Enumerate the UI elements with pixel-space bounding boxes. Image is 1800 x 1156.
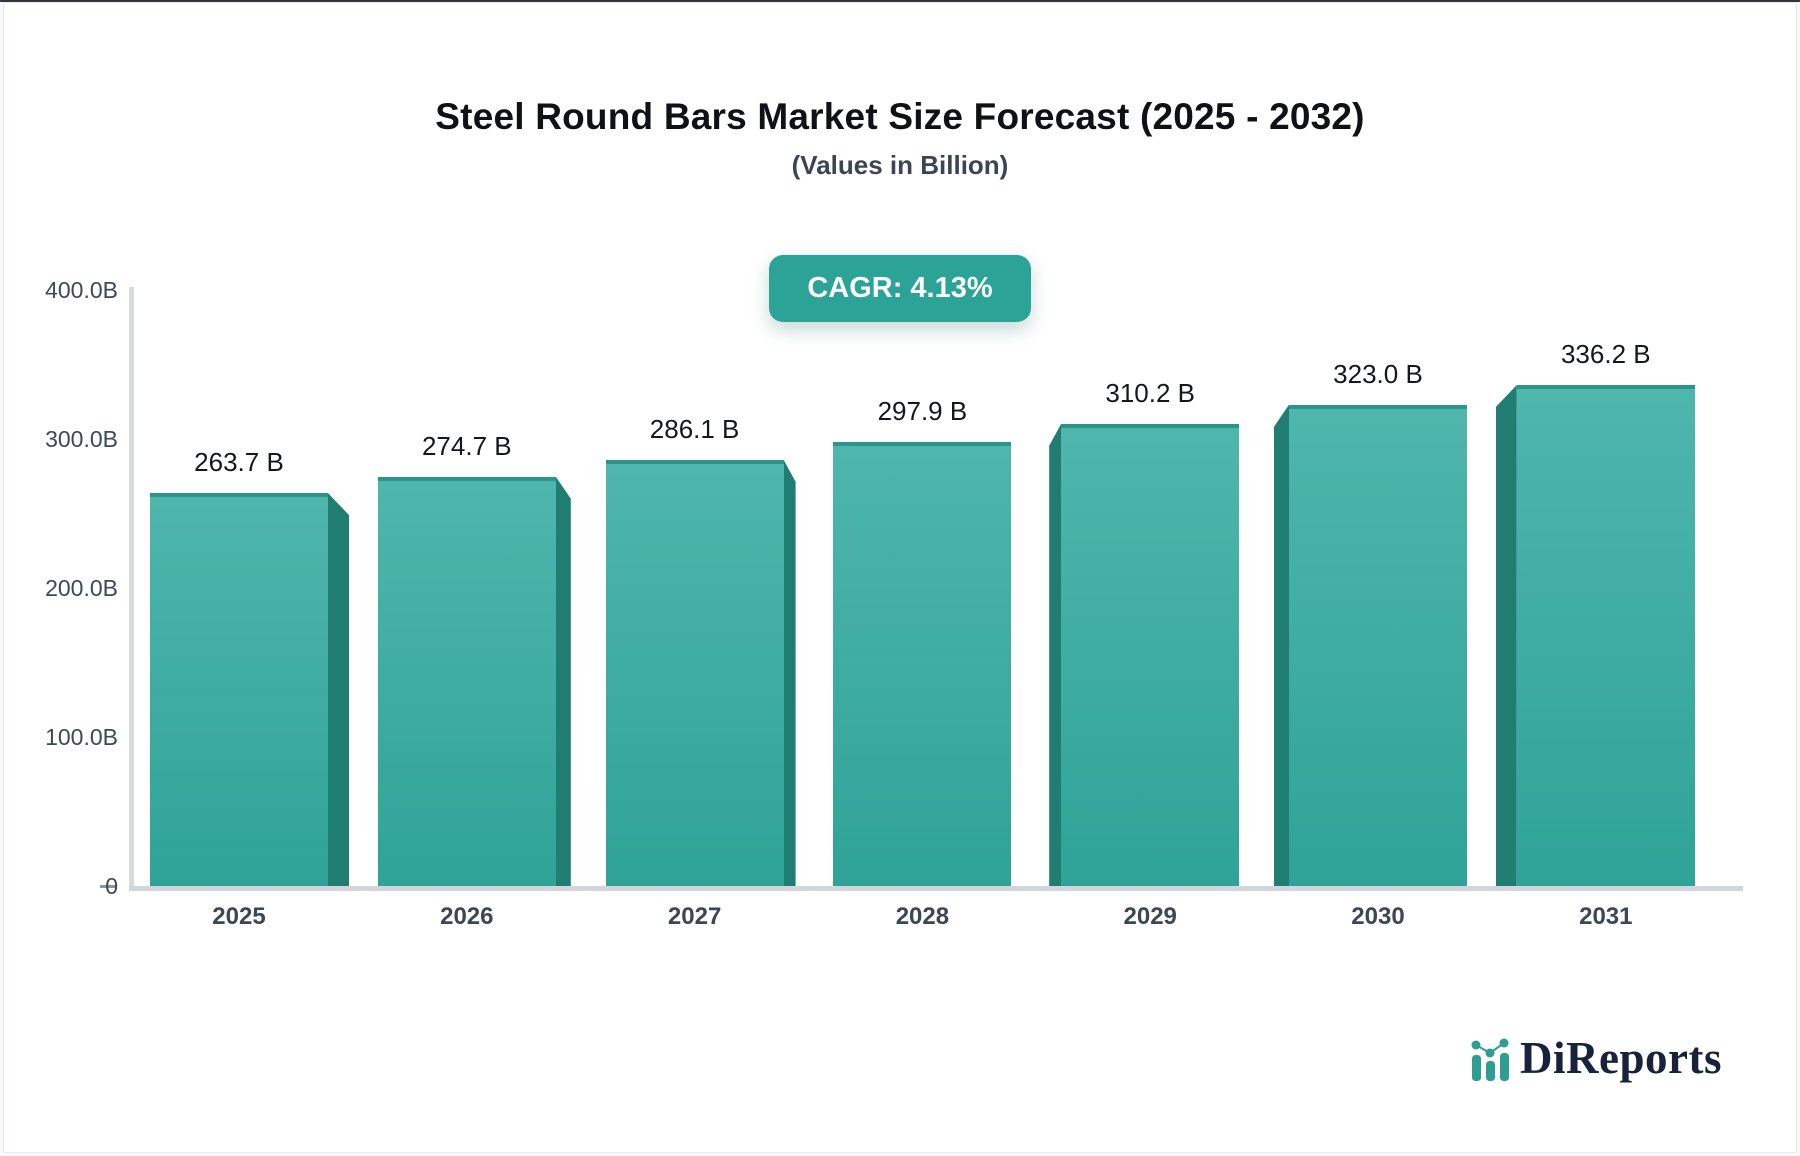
- bar: [833, 442, 1012, 886]
- bar-value-label: 323.0 B: [1333, 358, 1423, 389]
- chart-title: Steel Round Bars Market Size Forecast (2…: [435, 96, 1365, 137]
- y-tick-label: 300.0B: [45, 426, 118, 452]
- bar-value-label: 263.7 B: [194, 447, 284, 478]
- x-axis-line: [129, 886, 1743, 891]
- logo-barchart-icon: [1471, 1038, 1510, 1081]
- bar: [1289, 404, 1467, 886]
- x-tick-label: 2031: [1579, 903, 1633, 930]
- x-tick-label: 2027: [667, 903, 722, 930]
- bar-value-label: 310.2 B: [1105, 377, 1196, 408]
- zero-tick-mark: [100, 885, 115, 888]
- window-top-edge: [0, 0, 1800, 2]
- y-tick-label: 200.0B: [45, 575, 118, 601]
- y-tick-label: 0: [105, 873, 118, 899]
- chart-subtitle: (Values in Billion): [791, 150, 1009, 180]
- y-tick-label: 400.0B: [45, 277, 118, 303]
- cagr-badge-row: CAGR: 4.13%: [0, 255, 1800, 322]
- x-tick-label: 2028: [895, 903, 950, 930]
- x-tick-label: 2029: [1123, 903, 1177, 930]
- y-axis-line: [129, 287, 134, 891]
- bar-3d-side: [783, 459, 796, 886]
- bar: [605, 459, 784, 886]
- bar-3d-side: [328, 493, 349, 886]
- direports-logo: DiReports: [1471, 1036, 1722, 1081]
- bar: [1061, 423, 1240, 886]
- bar-value-label: 274.7 B: [421, 430, 512, 461]
- bar-value-label: 286.1 B: [649, 413, 740, 444]
- x-tick-label: 2025: [212, 903, 266, 930]
- y-tick-label: 100.0B: [45, 724, 118, 750]
- bar-3d-side: [1274, 404, 1289, 886]
- x-tick-label: 2026: [440, 903, 494, 930]
- bar: [1516, 385, 1695, 886]
- x-tick-label: 2030: [1351, 903, 1405, 930]
- bar-value-label: 336.2 B: [1560, 339, 1651, 370]
- cagr-badge: CAGR: 4.13%: [769, 255, 1031, 322]
- logo-text: DiReports: [1520, 1033, 1722, 1083]
- bar-3d-side: [555, 476, 571, 886]
- bar: [377, 476, 556, 886]
- bar-value-label: 297.9 B: [877, 396, 968, 427]
- bar-3d-side: [1495, 385, 1517, 886]
- bar-3d-side: [1049, 423, 1062, 886]
- bar: [150, 493, 328, 886]
